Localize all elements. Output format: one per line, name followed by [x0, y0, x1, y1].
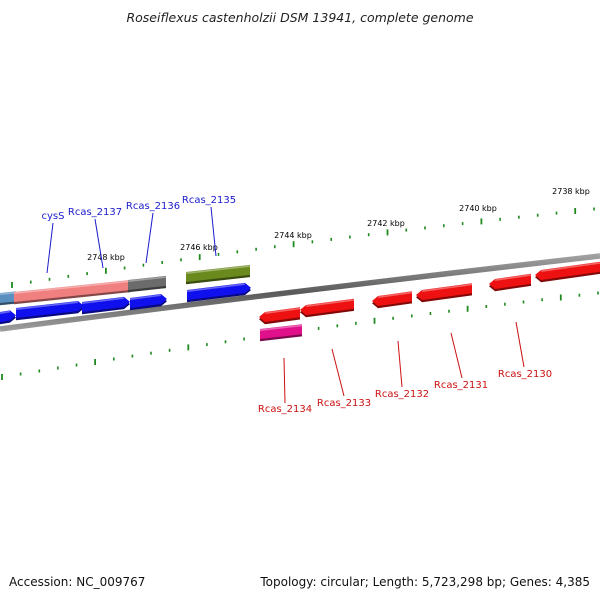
- scale-label-2740: 2740 kbp: [459, 204, 497, 213]
- label-rcas-2133: Rcas_2133: [317, 398, 371, 409]
- gene-fwd-1: [15, 301, 84, 321]
- label-rcas-2136: Rcas_2136: [126, 201, 180, 212]
- scale-label-2748: 2748 kbp: [87, 253, 125, 262]
- label-rcas-2137: Rcas_2137: [68, 207, 122, 218]
- gene-fwd-2: [81, 296, 130, 315]
- gene-rev-edge: [535, 261, 600, 283]
- leader-rcas-2137: [94, 218, 104, 269]
- outer-tick-ring: [11, 207, 595, 288]
- label-rcas-2134: Rcas_2134: [258, 404, 312, 415]
- map-title: Roseiflexus castenholzii DSM 13941, comp…: [126, 10, 473, 25]
- gene-olive-block: [185, 264, 251, 285]
- leader-rcas-2132: [397, 340, 403, 388]
- scale-labels: 2748 kbp 2746 kbp 2744 kbp 2742 kbp 2740…: [87, 187, 590, 262]
- label-rcas-2131: Rcas_2131: [434, 380, 488, 391]
- gene-rev-2134: [259, 307, 301, 325]
- leader-cysS: [46, 222, 54, 274]
- leader-rcas-2134: [283, 357, 286, 404]
- gene-salmon-block: [13, 280, 131, 305]
- genome-summary-text: Topology: circular; Length: 5,723,298 bp…: [259, 575, 590, 589]
- gene-gray-block: [127, 275, 167, 293]
- label-rcas-2135: Rcas_2135: [182, 195, 236, 206]
- label-rcas-2132: Rcas_2132: [375, 389, 429, 400]
- scale-label-2744: 2744 kbp: [274, 231, 312, 240]
- gene-rev-2131: [416, 283, 473, 303]
- gene-fwd-0: [0, 310, 16, 325]
- gene-rev-2130: [489, 273, 532, 292]
- scale-label-2742: 2742 kbp: [367, 219, 405, 228]
- genome-backbone: [0, 253, 600, 332]
- leader-rcas-2131: [450, 332, 463, 379]
- leader-rcas-2135: [210, 206, 217, 257]
- leader-rcas-2136: [145, 212, 154, 264]
- gene-rev-2133: [300, 298, 355, 318]
- gene-features: [0, 261, 600, 342]
- forward-gene-labels: cysS Rcas_2137 Rcas_2136 Rcas_2135: [42, 195, 237, 222]
- reverse-gene-labels: Rcas_2134 Rcas_2133 Rcas_2132 Rcas_2131 …: [258, 369, 552, 415]
- gene-fwd-3: [129, 294, 167, 311]
- label-leader-lines: [46, 206, 525, 404]
- scale-label-2738: 2738 kbp: [552, 187, 590, 196]
- label-rcas-2130: Rcas_2130: [498, 369, 552, 380]
- leader-rcas-2133: [331, 348, 345, 397]
- accession-text: Accession: NC_009767: [9, 575, 145, 589]
- scale-label-2746: 2746 kbp: [180, 243, 218, 252]
- gene-cysS-block: [0, 291, 17, 306]
- leader-rcas-2130: [515, 321, 525, 368]
- gene-rev-2132: [372, 291, 413, 309]
- label-cysS: cysS: [42, 211, 65, 222]
- gene-fwd-4: [186, 282, 251, 303]
- gene-magenta-block: [259, 324, 303, 342]
